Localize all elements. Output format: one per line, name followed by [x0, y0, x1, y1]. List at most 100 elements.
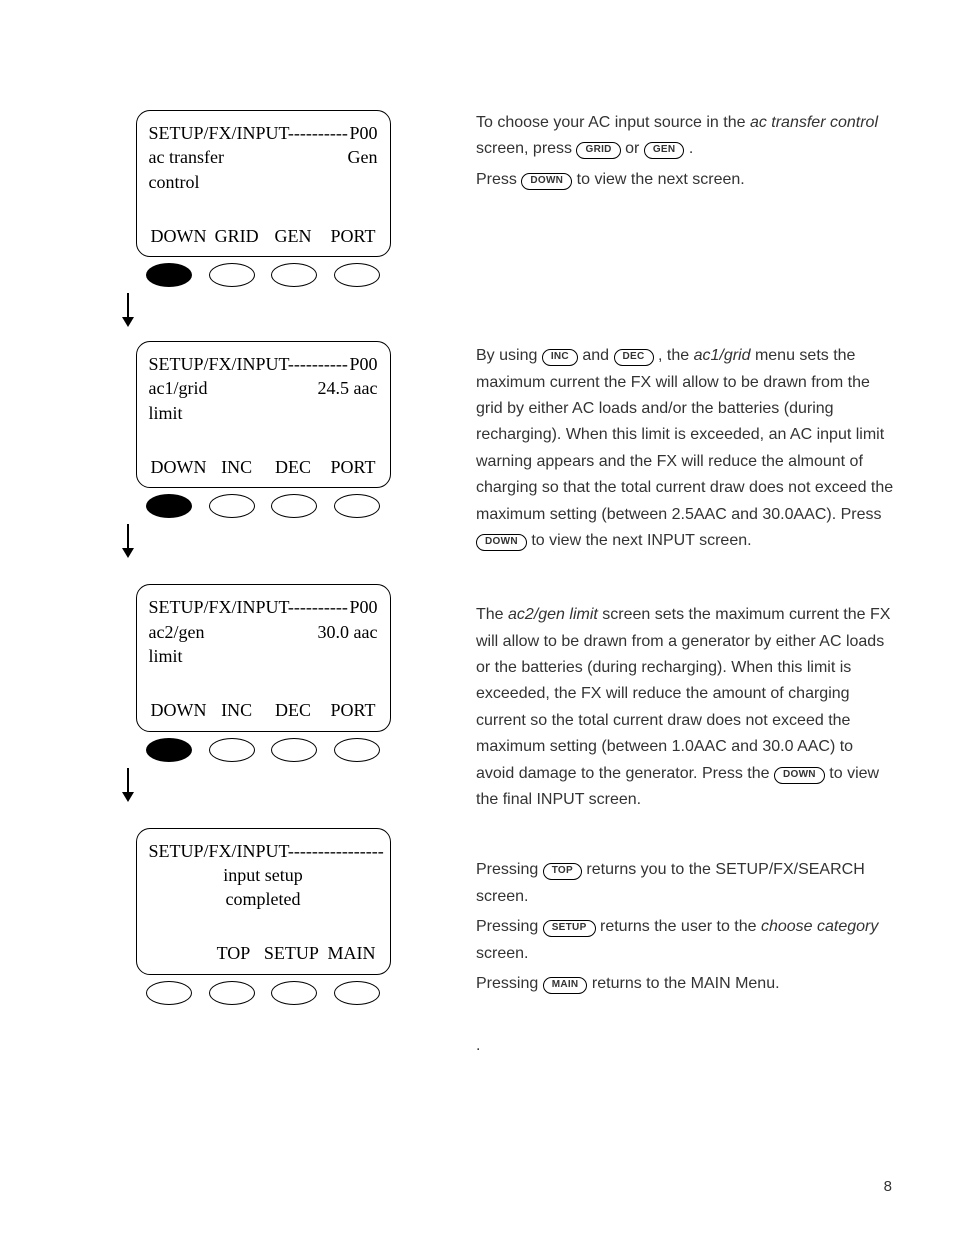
text: to view the next INPUT screen.	[527, 532, 752, 549]
lcd-screen-4: SETUP/FX/INPUT---------------- input set…	[136, 828, 391, 975]
lcd-header-right: P00	[349, 121, 377, 145]
lcd-line2-left: ac2/gen	[149, 620, 205, 644]
text: , the	[654, 347, 694, 364]
text: Pressing	[476, 918, 543, 935]
softkey-button[interactable]	[271, 738, 317, 762]
lcd-center-line: completed	[149, 887, 378, 911]
softkey-label: DOWN	[149, 224, 209, 248]
down-button-pill: DOWN	[774, 767, 825, 784]
paragraph-3: The ac2/gen limit screen sets the maximu…	[476, 602, 894, 813]
setup-button-pill: SETUP	[543, 920, 596, 937]
down-button-pill: DOWN	[521, 173, 572, 190]
lcd-softkey-labels: TOP SETUP MAIN	[149, 941, 378, 965]
italic-term: ac2/gen limit	[508, 606, 598, 623]
text: To choose your AC input source in the	[476, 114, 750, 131]
softkey-button-row	[136, 738, 391, 762]
softkey-button[interactable]	[209, 263, 255, 287]
text: Press	[476, 171, 521, 188]
lcd-softkey-labels: DOWN INC DEC PORT	[149, 698, 378, 722]
text: By using	[476, 347, 542, 364]
gen-button-pill: GEN	[644, 142, 685, 159]
instruction-text-column: To choose your AC input source in the ac…	[476, 110, 894, 1082]
paragraph-2: By using INC and DEC , the ac1/grid menu…	[476, 343, 894, 554]
lcd-header-left: SETUP/FX/INPUT----------------	[149, 839, 384, 863]
softkey-label: DOWN	[149, 698, 209, 722]
down-arrow-icon	[98, 524, 136, 558]
lcd-line2-right: Gen	[348, 145, 378, 169]
softkey-button[interactable]	[271, 981, 317, 1005]
text: .	[684, 140, 693, 157]
text: or	[621, 140, 644, 157]
inc-button-pill: INC	[542, 349, 578, 366]
softkey-label: PORT	[321, 455, 377, 479]
softkey-label: SETUP	[262, 941, 321, 965]
lcd-softkey-labels: DOWN INC DEC PORT	[149, 455, 378, 479]
italic-term: ac1/grid	[694, 347, 751, 364]
text: and	[578, 347, 614, 364]
softkey-button[interactable]	[334, 981, 380, 1005]
lcd-line2-right: 30.0 aac	[318, 620, 378, 644]
lcd-softkey-labels: DOWN GRID GEN PORT	[149, 224, 378, 248]
text: menu sets the maximum current the FX wil…	[476, 347, 893, 522]
top-button-pill: TOP	[543, 863, 582, 880]
softkey-button[interactable]	[146, 738, 192, 762]
text: screen, press	[476, 140, 576, 157]
softkey-label: PORT	[321, 224, 377, 248]
softkey-label: GEN	[265, 224, 321, 248]
softkey-button-row	[136, 263, 391, 287]
softkey-button[interactable]	[209, 981, 255, 1005]
softkey-label: DEC	[265, 698, 321, 722]
softkey-button[interactable]	[209, 494, 255, 518]
lcd-line3-left: limit	[149, 401, 183, 425]
softkey-button[interactable]	[271, 263, 317, 287]
text: returns the user to the	[596, 918, 761, 935]
italic-term: choose category	[761, 918, 878, 935]
text: to view the next screen.	[572, 171, 745, 188]
softkey-button-row	[136, 494, 391, 518]
softkey-button[interactable]	[146, 981, 192, 1005]
softkey-button[interactable]	[334, 263, 380, 287]
softkey-label: INC	[209, 698, 265, 722]
text: returns to the MAIN Menu.	[587, 975, 779, 992]
softkey-label	[149, 941, 206, 965]
grid-button-pill: GRID	[576, 142, 620, 159]
softkey-button[interactable]	[146, 263, 192, 287]
text: Pressing	[476, 975, 543, 992]
softkey-button-row	[136, 981, 391, 1005]
lcd-line3-left: control	[149, 170, 200, 194]
text: screen sets the maximum current the FX w…	[476, 606, 890, 781]
softkey-button[interactable]	[334, 738, 380, 762]
softkey-button[interactable]	[146, 494, 192, 518]
lcd-header-left: SETUP/FX/INPUT----------	[149, 352, 348, 376]
softkey-label: TOP	[205, 941, 262, 965]
softkey-button[interactable]	[209, 738, 255, 762]
text: Pressing	[476, 861, 543, 878]
down-arrow-icon	[98, 768, 136, 802]
text: The	[476, 606, 508, 623]
italic-term: ac transfer control	[750, 114, 878, 131]
softkey-button[interactable]	[271, 494, 317, 518]
lcd-line2-left: ac transfer	[149, 145, 224, 169]
softkey-button[interactable]	[334, 494, 380, 518]
lcd-line2-right: 24.5 aac	[318, 376, 378, 400]
paragraph-4: Pressing TOP returns you to the SETUP/FX…	[476, 857, 894, 1059]
lcd-header-left: SETUP/FX/INPUT----------	[149, 595, 348, 619]
paragraph-1: To choose your AC input source in the ac…	[476, 110, 894, 193]
lcd-screen-1: SETUP/FX/INPUT---------- P00 ac transfer…	[136, 110, 391, 257]
lcd-header-left: SETUP/FX/INPUT----------	[149, 121, 348, 145]
softkey-label: DOWN	[149, 455, 209, 479]
lcd-header-right: P00	[349, 352, 377, 376]
softkey-label: PORT	[321, 698, 377, 722]
dec-button-pill: DEC	[614, 349, 654, 366]
softkey-label: DEC	[265, 455, 321, 479]
lcd-header-right: P00	[349, 595, 377, 619]
down-button-pill: DOWN	[476, 534, 527, 551]
softkey-label: MAIN	[321, 941, 378, 965]
page-number: 8	[884, 1178, 892, 1195]
lcd-line2-left: ac1/grid	[149, 376, 208, 400]
lcd-center-line: input setup	[149, 863, 378, 887]
lcd-screen-3: SETUP/FX/INPUT---------- P00 ac2/gen 30.…	[136, 584, 391, 731]
down-arrow-icon	[98, 293, 136, 327]
lcd-line3-left: limit	[149, 644, 183, 668]
lcd-column: SETUP/FX/INPUT---------- P00 ac transfer…	[60, 110, 428, 1082]
